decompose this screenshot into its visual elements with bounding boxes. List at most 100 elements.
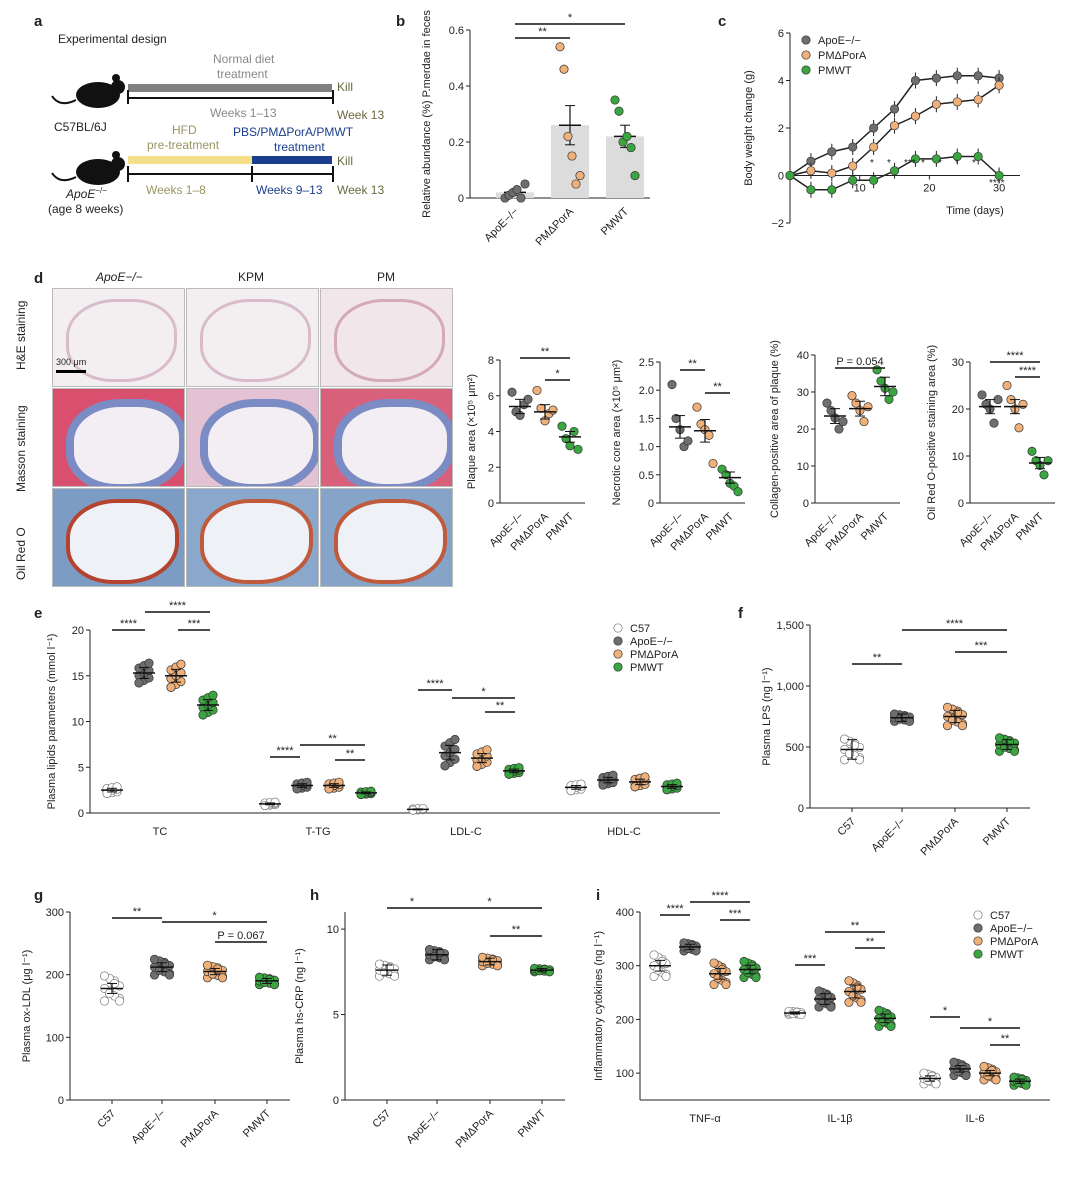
y-tick-label: 0 xyxy=(458,193,464,205)
legend-label: PMΔPorA xyxy=(818,50,867,62)
data-point xyxy=(640,772,650,782)
treat-label: treatment xyxy=(274,140,325,154)
data-point xyxy=(667,380,677,390)
data-point xyxy=(785,170,795,181)
legend-marker xyxy=(801,50,811,60)
data-point xyxy=(563,131,573,141)
panel-a: Experimental design xyxy=(0,0,390,230)
data-point xyxy=(1021,1080,1031,1090)
significance-label: * xyxy=(943,1005,948,1017)
data-point xyxy=(571,179,581,189)
legend-marker xyxy=(613,649,623,659)
panel-letter-d: d xyxy=(34,270,44,287)
legend-label: PMΔPorA xyxy=(630,649,679,661)
normal-diet-label: Normal diet xyxy=(213,52,275,66)
kill-label-2: Kill xyxy=(337,154,354,168)
treatment-label: treatment xyxy=(217,67,268,81)
significance-label: ** xyxy=(688,358,697,370)
data-point xyxy=(657,956,667,966)
x-tick-label: C57 xyxy=(95,1108,118,1131)
y-tick-label: 2 xyxy=(778,123,784,135)
data-point xyxy=(814,986,824,996)
significance-label: * xyxy=(212,910,217,922)
data-point xyxy=(573,444,583,454)
data-point xyxy=(852,982,862,992)
panel-letter-g: g xyxy=(34,887,44,904)
data-point xyxy=(630,782,640,792)
significance-label: P = 0.067 xyxy=(217,930,264,942)
significance-label: * xyxy=(410,896,415,908)
x-tick-label: PMΔPorA xyxy=(918,815,961,858)
data-point xyxy=(324,784,334,794)
x-tick-label: 20 xyxy=(923,183,935,195)
y-tick-label: 0 xyxy=(78,808,84,820)
x-tick-label: PMΔPorA xyxy=(533,205,576,248)
significance-label: ** xyxy=(851,920,860,932)
data-point xyxy=(622,131,632,141)
data-point xyxy=(217,973,228,983)
data-point xyxy=(334,777,344,787)
significance-label: ** xyxy=(713,381,722,393)
y-tick-label: 200 xyxy=(616,1014,634,1026)
legend-label: PMWT xyxy=(630,662,664,674)
data-point xyxy=(854,755,865,765)
data-point xyxy=(176,659,186,669)
data-point xyxy=(844,976,854,986)
panel-letter-e: e xyxy=(34,605,43,622)
data-point xyxy=(649,971,659,982)
data-point xyxy=(164,970,175,980)
treatment-bar xyxy=(252,156,332,164)
weeks-1-13-label: Weeks 1–13 xyxy=(210,106,277,120)
data-point xyxy=(683,436,693,446)
significance-label: ** xyxy=(328,733,337,745)
x-tick-label: ApoE−/− xyxy=(869,816,908,855)
significance-label: * xyxy=(921,158,925,169)
y-tick-label: 2.5 xyxy=(639,357,654,369)
data-point xyxy=(598,780,608,790)
y-axis-label: Plaque area (×10⁵ μm²) xyxy=(466,374,478,489)
data-point xyxy=(952,71,962,81)
x-tick-label: HDL-C xyxy=(607,826,641,838)
significance-label: ** xyxy=(496,700,505,712)
data-point xyxy=(102,788,112,798)
data-point xyxy=(979,1061,989,1071)
data-point xyxy=(450,734,460,744)
data-point xyxy=(977,390,987,400)
data-point xyxy=(848,142,858,152)
significance-label: **** xyxy=(989,178,1005,189)
significance-label: ** xyxy=(866,936,875,948)
data-point xyxy=(198,710,208,720)
legend-marker xyxy=(973,949,983,959)
y-tick-label: 0 xyxy=(333,1095,339,1107)
data-point xyxy=(851,398,861,408)
data-point xyxy=(472,761,482,771)
data-point xyxy=(661,971,671,982)
y-tick-label: 5 xyxy=(78,762,84,774)
legend-marker xyxy=(801,35,811,45)
legend-label: PMWT xyxy=(818,65,852,77)
y-axis-label: Plasma hs-CRP (ng l⁻¹) xyxy=(294,948,306,1064)
data-point xyxy=(630,171,640,181)
data-point xyxy=(889,121,900,131)
significance-label: **** xyxy=(276,745,294,757)
y-axis-label: Plasma ox-LDL (μg l⁻¹) xyxy=(21,950,33,1063)
significance-label: *** xyxy=(729,908,743,920)
data-point xyxy=(555,42,565,52)
data-point xyxy=(863,402,873,412)
data-point xyxy=(751,972,761,983)
legend-marker xyxy=(973,936,983,946)
y-axis-label: Body weight change (g) xyxy=(743,70,755,186)
data-point xyxy=(839,734,850,744)
data-point xyxy=(952,151,962,162)
scale-bar-label: 300 μm xyxy=(56,357,87,367)
data-point xyxy=(389,971,400,981)
y-tick-label: 400 xyxy=(616,907,634,919)
data-point xyxy=(608,770,618,780)
data-point xyxy=(691,946,701,956)
data-point xyxy=(931,99,941,109)
panel-letter-h: h xyxy=(310,887,320,904)
data-point xyxy=(827,147,837,157)
legend-label: ApoE−/− xyxy=(630,636,673,648)
data-point xyxy=(269,980,280,990)
legend-marker xyxy=(973,923,983,933)
